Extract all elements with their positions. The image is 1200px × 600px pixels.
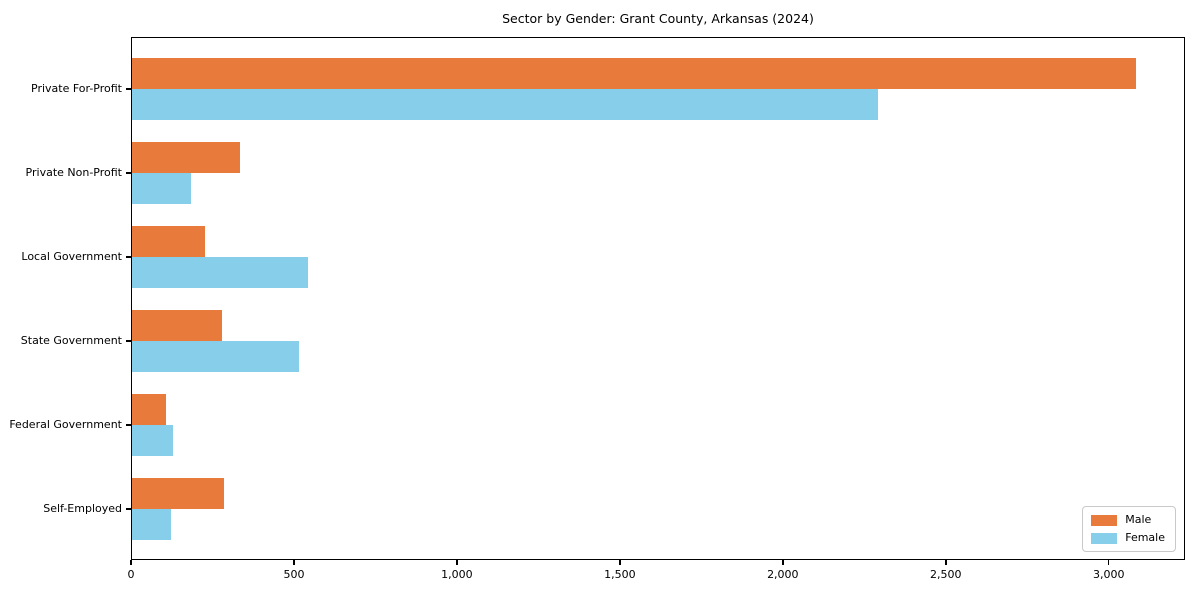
bar-male-self-employed	[132, 477, 224, 509]
x-tick-label: 2,500	[930, 568, 962, 581]
bar-female-state-government	[132, 340, 299, 372]
bar-female-private-for-profit	[132, 88, 878, 120]
x-tick-label: 1,000	[441, 568, 473, 581]
legend-label-female: Female	[1125, 531, 1165, 544]
bar-male-federal-government	[132, 393, 166, 425]
x-tick-mark	[456, 560, 458, 565]
x-tick-label: 500	[283, 568, 305, 581]
female-series-swatch	[1091, 532, 1118, 544]
bar-male-state-government	[132, 309, 222, 341]
x-tick-mark	[1107, 560, 1110, 565]
y-tick-label: Self-Employed	[43, 502, 122, 515]
bar-female-private-non-profit	[132, 172, 191, 204]
legend-entry-male: Male	[1091, 514, 1165, 526]
y-tick-mark	[126, 424, 131, 426]
y-tick-label: Private For-Profit	[31, 82, 122, 95]
male-series-swatch	[1091, 514, 1118, 526]
y-tick-label: Local Government	[21, 250, 122, 263]
x-tick-label: 0	[127, 568, 135, 581]
chart-title: Sector by Gender: Grant County, Arkansas…	[502, 11, 814, 26]
y-tick-mark	[126, 508, 131, 510]
bar-female-local-government	[132, 256, 308, 288]
x-tick-mark	[293, 560, 295, 565]
y-tick-mark	[126, 340, 131, 342]
x-tick-mark	[130, 560, 132, 565]
y-tick-label: Private Non-Profit	[25, 166, 122, 179]
y-tick-mark	[126, 172, 131, 174]
y-tick-mark	[126, 256, 131, 258]
x-tick-mark	[619, 560, 621, 565]
x-tick-mark	[945, 560, 947, 565]
bar-male-private-non-profit	[132, 141, 240, 173]
y-tick-mark	[126, 88, 131, 90]
legend: Male Female	[1082, 506, 1176, 552]
x-tick-mark	[782, 560, 784, 565]
x-tick-label: 1,500	[604, 568, 636, 581]
x-tick-label: 3,000	[1092, 568, 1125, 581]
bar-male-local-government	[132, 225, 205, 257]
plot-area: Male Female	[131, 37, 1185, 560]
legend-label-male: Male	[1125, 513, 1152, 526]
y-tick-label: State Government	[20, 334, 122, 347]
y-tick-label: Federal Government	[9, 418, 122, 431]
x-tick-label: 2,000	[767, 568, 799, 581]
bar-female-self-employed	[132, 508, 171, 540]
legend-entry-female: Female	[1091, 532, 1165, 544]
bar-male-private-for-profit	[132, 57, 1136, 89]
bar-female-federal-government	[132, 424, 173, 456]
